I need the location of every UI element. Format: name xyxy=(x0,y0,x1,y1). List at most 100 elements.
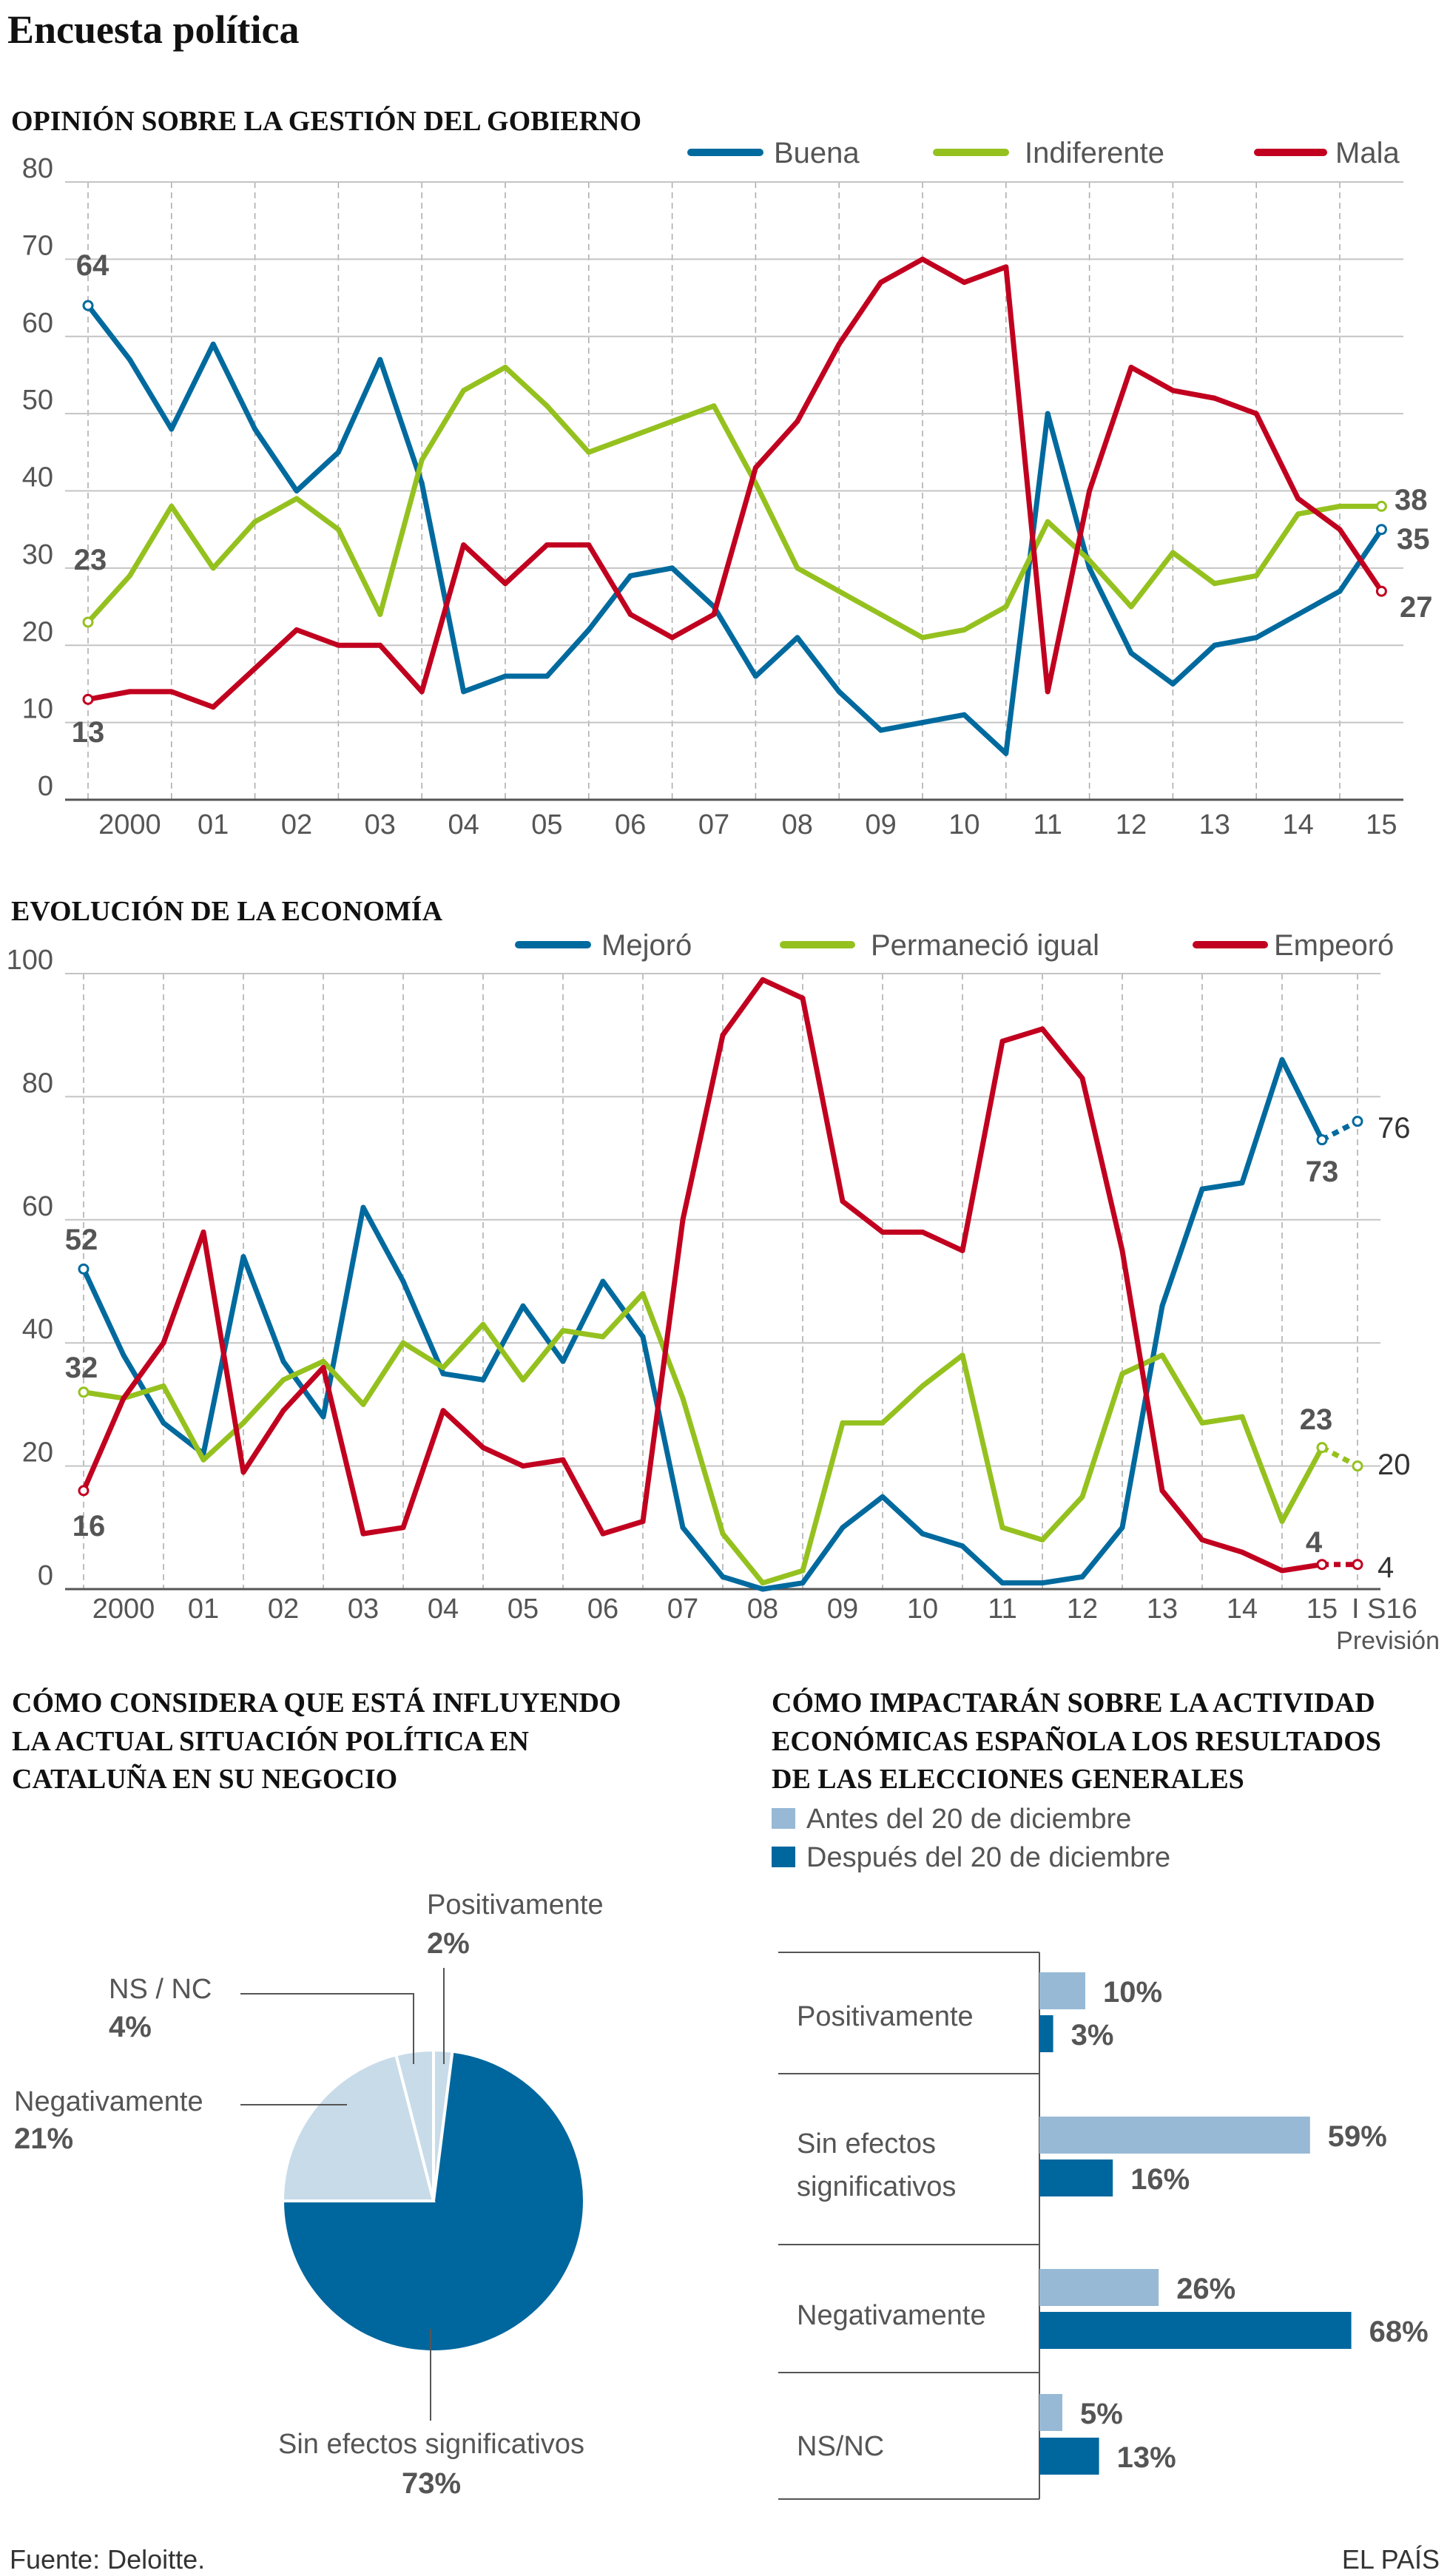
bar-chart: Antes del 20 de diciembre Después del 20 … xyxy=(772,1804,1429,2500)
forecast-line xyxy=(1321,1119,1359,1142)
legend-item-empeoro: Empeoró xyxy=(1193,929,1394,962)
data-point xyxy=(920,635,925,641)
data-point xyxy=(795,565,800,571)
data-point xyxy=(161,1420,166,1426)
slice-label: Negativamente xyxy=(14,2086,203,2117)
chart-gestion-gobierno: 0 10 20 30 40 50 60 70 80 2000 01 02 03 04 05 06 07 08 09 1… xyxy=(22,137,1433,840)
bar-value-label: 59% xyxy=(1328,2120,1387,2153)
data-point xyxy=(1079,1494,1085,1500)
data-point xyxy=(961,627,967,633)
data-point xyxy=(400,1278,406,1284)
data-point xyxy=(1199,1537,1205,1542)
x-tick-label: 02 xyxy=(281,809,312,840)
x-tick-label: 15 xyxy=(1306,1594,1338,1625)
data-point xyxy=(320,1358,326,1364)
data-point xyxy=(252,519,258,525)
x-tick-label: 03 xyxy=(348,1594,379,1625)
data-point xyxy=(360,1401,366,1407)
data-point xyxy=(461,542,467,548)
data-point xyxy=(82,300,94,311)
data-point xyxy=(280,1408,286,1414)
data-point xyxy=(1316,1442,1328,1454)
legend-label: Indiferente xyxy=(1025,137,1164,169)
data-point xyxy=(752,465,758,471)
data-point xyxy=(127,357,132,363)
data-point xyxy=(1159,1303,1165,1309)
data-point xyxy=(720,1531,726,1537)
category-label: Sin efectos xyxy=(797,2128,936,2159)
data-point xyxy=(1337,503,1343,509)
data-point xyxy=(836,588,842,594)
series-line xyxy=(81,1056,1325,1592)
series-line xyxy=(85,303,1384,756)
bar-title-line: ECONÓMICAS ESPAÑOLA LOS RESULTADOS xyxy=(772,1726,1381,1757)
data-point xyxy=(121,1352,127,1358)
data-point xyxy=(961,280,967,286)
legend-label: Empeoró xyxy=(1274,929,1394,962)
slice-percent: 73% xyxy=(402,2467,461,2500)
data-point xyxy=(711,403,717,409)
data-point xyxy=(169,426,175,432)
data-point xyxy=(1279,1056,1285,1062)
data-point xyxy=(586,449,592,455)
start-value-label: 32 xyxy=(65,1352,98,1384)
series-indiferente: 23 38 xyxy=(74,365,1428,641)
data-point xyxy=(1279,1568,1285,1574)
data-point xyxy=(1119,1525,1125,1531)
slice-percent: 4% xyxy=(109,2011,152,2043)
data-point xyxy=(440,1408,446,1414)
data-point xyxy=(169,689,175,695)
data-point xyxy=(627,573,633,579)
data-point xyxy=(210,341,216,347)
start-value-label: 64 xyxy=(76,249,109,282)
end-value-label: 73 xyxy=(1306,1156,1339,1188)
data-point xyxy=(1087,565,1093,571)
data-point xyxy=(1253,635,1259,641)
data-point xyxy=(720,1032,726,1038)
bar xyxy=(1039,2269,1159,2306)
legend-item-mejoro: Mejoró xyxy=(515,929,692,962)
data-point xyxy=(200,1229,206,1235)
x-tick-label: 01 xyxy=(198,809,229,840)
brand-logo: EL PAÍS xyxy=(1342,2544,1440,2575)
series-mala: 13 27 xyxy=(72,256,1433,749)
data-point xyxy=(294,627,300,633)
data-point xyxy=(840,1420,846,1426)
data-point xyxy=(1087,557,1093,563)
x-tick-label: 10 xyxy=(948,809,979,840)
data-point xyxy=(800,995,806,1001)
x-tick-label: 13 xyxy=(1199,809,1230,840)
y-tick-label: 70 xyxy=(22,230,53,261)
data-point xyxy=(1279,1518,1285,1524)
legend-item-buena: Buena xyxy=(687,137,860,169)
data-point xyxy=(400,1340,406,1346)
bar xyxy=(1039,2159,1113,2196)
data-point xyxy=(78,1263,90,1275)
data-point xyxy=(880,1494,886,1500)
x-tick-label: 2000 xyxy=(92,1594,155,1625)
slice-label: Sin efectos significativos xyxy=(278,2429,584,2460)
chart1-title: OPINIÓN SOBRE LA GESTIÓN DEL GOBIERNO xyxy=(11,106,641,137)
y-tick-label: 10 xyxy=(22,694,53,725)
leader-line xyxy=(240,1993,414,2064)
data-point xyxy=(752,480,758,486)
data-point xyxy=(161,1383,166,1389)
data-point xyxy=(82,616,94,628)
data-point xyxy=(1212,581,1218,587)
data-point xyxy=(419,689,425,695)
data-point xyxy=(1003,264,1009,270)
data-point xyxy=(1253,573,1259,579)
start-value-label: 52 xyxy=(65,1224,98,1256)
chart2-title: EVOLUCIÓN DE LA ECONOMÍA xyxy=(11,896,443,927)
data-point xyxy=(461,388,467,394)
data-point xyxy=(711,612,717,617)
data-point xyxy=(520,1463,526,1469)
data-point xyxy=(836,341,842,347)
x-tick-label: 02 xyxy=(268,1594,299,1625)
x-tick-label: 2000 xyxy=(98,809,161,840)
data-point xyxy=(800,1580,806,1586)
page-title: Encuesta política xyxy=(7,7,300,52)
data-point xyxy=(280,1358,286,1364)
data-point xyxy=(440,1364,446,1370)
y-tick-label: 20 xyxy=(22,1437,53,1469)
